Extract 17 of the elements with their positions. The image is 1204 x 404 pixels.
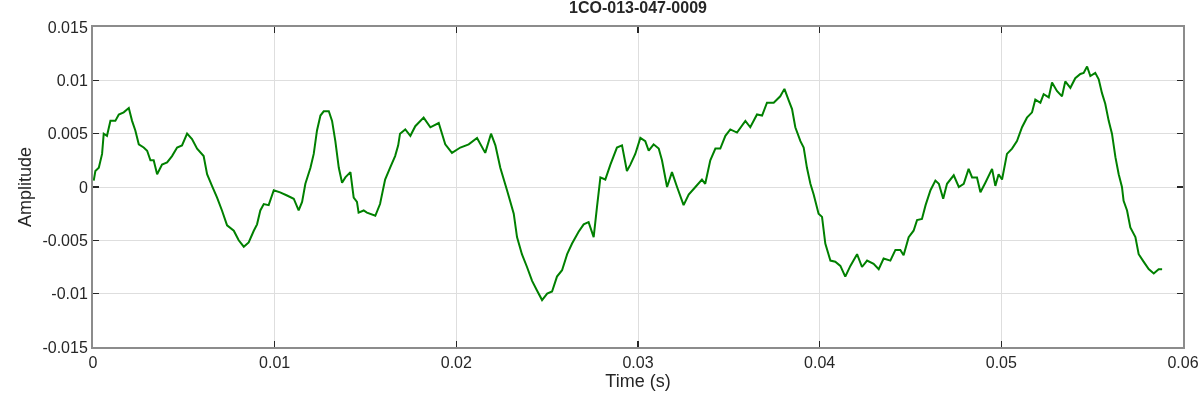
y-tick-label: 0 <box>78 178 88 196</box>
y-tick-label: -0.01 <box>51 285 88 303</box>
y-tick-label: 0.005 <box>47 125 88 143</box>
x-tick-label: 0.05 <box>985 354 1017 372</box>
y-tick-label: 0.015 <box>47 18 88 36</box>
x-tick-label: 0.03 <box>622 354 654 372</box>
y-axis-title: Amplitude <box>15 146 36 228</box>
chart-title: 1CO-013-047-0009 <box>569 0 708 17</box>
x-tick-label: 0.01 <box>259 354 291 372</box>
y-tick-label: -0.005 <box>42 231 88 249</box>
x-tick-label: 0.02 <box>440 354 472 372</box>
y-tick-label: -0.015 <box>42 338 88 356</box>
x-tick-label: 0.06 <box>1167 354 1199 372</box>
y-tick-label: 0.01 <box>56 71 88 89</box>
line-series <box>93 65 1164 302</box>
x-axis-title: Time (s) <box>605 371 671 392</box>
x-tick-label: 0.04 <box>804 354 836 372</box>
